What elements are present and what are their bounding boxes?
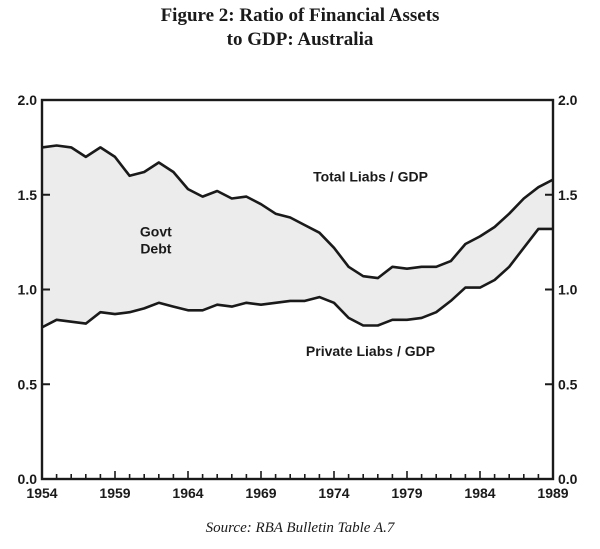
y-tick-label-right: 0.0 [558,471,578,487]
chart-annotation: Govt [140,223,172,239]
x-tick-label: 1984 [464,485,495,501]
x-tick-label: 1969 [245,485,276,501]
y-tick-label-left: 1.0 [18,282,38,298]
y-tick-label-right: 1.0 [558,282,578,298]
x-tick-label: 1954 [26,485,57,501]
private-liabs-line [41,227,553,329]
x-tick-label: 1979 [391,485,422,501]
plot-area: 0.0 0.0 0.5 0.5 1.0 1.0 1.5 1.5 2.0 2.0 1954 1959 19… [18,92,578,501]
chart-annotation: Total Liabs / GDP [313,168,428,184]
source-note: Source: RBA Bulletin Table A.7 [205,520,395,536]
x-tick-label: 1959 [99,485,130,501]
y-tick-label-left: 2.0 [18,92,38,108]
x-tick-label: 1989 [537,485,568,501]
y-tick-label-left: 0.0 [18,471,38,487]
y-tick-label-left: 0.5 [18,376,38,392]
y-tick-label-right: 0.5 [558,376,578,392]
x-tick-label: 1964 [172,485,203,501]
y-tick-label-right: 2.0 [558,92,578,108]
chart-annotation: Private Liabs / GDP [306,343,435,359]
chart-title: Figure 2: Ratio of Financial Assets to G… [0,4,600,52]
govt-debt-band [42,145,553,328]
x-tick-label: 1974 [318,485,349,501]
chart-title-line-2: to GDP: Australia [226,29,374,50]
chart-annotation: Debt [140,240,171,256]
chart-title-line-1: Figure 2: Ratio of Financial Assets [160,5,440,26]
total-liabs-line [41,144,554,280]
y-tick-label-left: 1.5 [18,187,38,203]
y-tick-label-right: 1.5 [558,187,578,203]
